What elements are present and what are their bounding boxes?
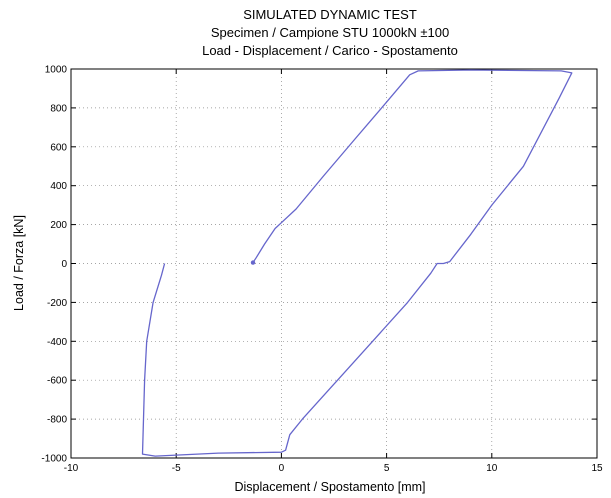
- x-tick-label: 5: [384, 463, 390, 474]
- y-tick-label: 800: [50, 103, 67, 114]
- y-axis-label: Load / Forza [kN]: [12, 215, 26, 311]
- chart-title: SIMULATED DYNAMIC TEST Specimen / Campio…: [202, 7, 458, 58]
- chart-title-line-3: Load - Displacement / Carico - Spostamen…: [202, 43, 458, 58]
- x-tick-label: -5: [172, 463, 181, 474]
- x-tick-label: 10: [486, 463, 498, 474]
- x-tick-label: -10: [64, 463, 79, 474]
- y-tick-label: 200: [50, 220, 67, 231]
- y-tick-label: 1000: [45, 65, 68, 76]
- y-tick-label: -400: [47, 337, 67, 348]
- chart-title-line-2: Specimen / Campione STU 1000kN ±100: [211, 25, 449, 40]
- x-axis: -10 -5 0 5 10 15: [64, 69, 603, 474]
- x-axis-label: Displacement / Spostamento [mm]: [234, 480, 425, 494]
- grid: [71, 69, 597, 458]
- x-tick-label: 0: [279, 463, 285, 474]
- y-tick-label: 0: [61, 259, 67, 270]
- y-tick-label: -800: [47, 415, 67, 426]
- series-layer: [141, 69, 573, 457]
- y-tick-label: -200: [47, 298, 67, 309]
- series-line: [141, 69, 573, 457]
- y-tick-label: 400: [50, 181, 67, 192]
- chart-title-line-1: SIMULATED DYNAMIC TEST: [243, 7, 417, 22]
- y-axis: -1000 -800 -600 -400 -200 0 200 400 600 800 1000: [41, 65, 597, 465]
- x-tick-label: 15: [591, 463, 603, 474]
- plot-area: [70, 68, 598, 459]
- y-tick-label: 600: [50, 142, 67, 153]
- series-start-point: [250, 260, 256, 265]
- y-tick-label: -1000: [41, 454, 67, 465]
- y-tick-label: -600: [47, 376, 67, 387]
